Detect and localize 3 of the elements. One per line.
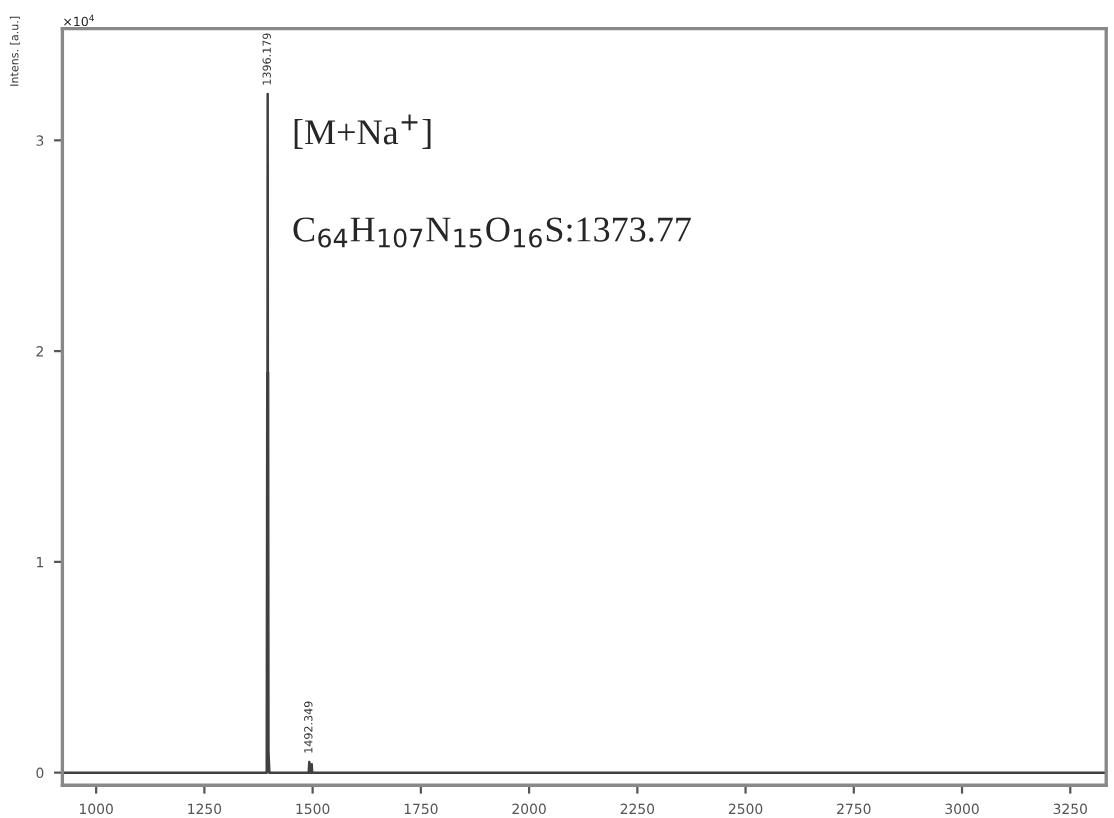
line-series	[62, 92, 1107, 774]
text: C$_{64}$H$_{107}$N$_{15}$O$_{16}$S:1373.77	[293, 217, 691, 248]
annotation: [M+Na$^{+}$]	[294, 114, 431, 149]
